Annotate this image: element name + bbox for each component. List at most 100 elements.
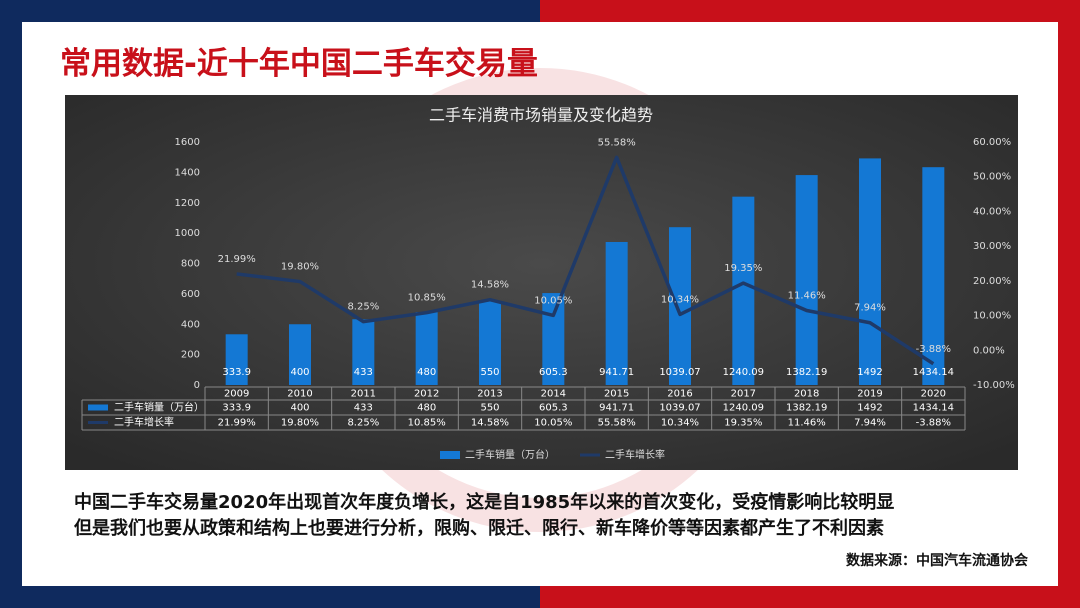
bar [289,324,311,385]
table-cell: 433 [354,403,373,414]
x-tick-label: 2017 [731,389,756,400]
bar [352,319,375,385]
table-cell: 1434.14 [913,403,954,414]
bar [859,158,881,385]
bar [542,293,565,385]
line-value-label: -3.88% [916,344,951,355]
x-tick-label: 2020 [921,389,946,400]
table-cell: 400 [290,403,309,414]
legend-label: 二手车增长率 [605,448,665,461]
x-tick-label: 2012 [414,389,439,400]
x-tick-label: 2015 [604,389,629,400]
y2-tick-label: 10.00% [973,311,1011,322]
bar [479,301,501,385]
bar-value-label: 1434.14 [913,367,954,378]
y-tick-label: 1000 [175,228,200,239]
bar-value-label: 1382.19 [786,367,827,378]
bar [795,175,818,385]
x-tick-label: 2011 [351,389,376,400]
table-cell: 55.58% [598,418,636,429]
table-cell: 10.85% [408,418,446,429]
line-value-label: 19.80% [281,262,319,273]
bar-value-label: 605.3 [539,367,568,378]
table-legend-icon [88,404,108,411]
body-text: 中国二手车交易量2020年出现首次年度负增长，这是自1985年以来的首次变化，受… [74,492,895,513]
table-cell: 1382.19 [786,403,827,414]
y-tick-label: 400 [181,319,200,330]
table-row-label: 二手车增长率 [114,416,174,429]
bar-value-label: 1240.09 [723,367,764,378]
line-value-label: 10.05% [534,295,572,306]
bar-value-label: 480 [417,367,436,378]
table-cell: 550 [480,403,499,414]
x-tick-label: 2016 [667,389,692,400]
bar [415,312,438,385]
x-tick-label: 2009 [224,389,249,400]
bar-value-label: 941.71 [599,367,634,378]
table-cell: 10.05% [534,418,572,429]
bar-value-label: 1039.07 [659,367,700,378]
line-value-label: 11.46% [788,291,826,302]
bar-value-label: 333.9 [222,367,251,378]
y2-tick-label: -10.00% [973,380,1015,391]
table-cell: 605.3 [539,403,568,414]
bar [922,167,945,385]
table-cell: -3.88% [916,418,951,429]
line-value-label: 19.35% [724,263,762,274]
line-value-label: 8.25% [347,302,379,313]
bar [732,196,755,385]
table-cell: 19.80% [281,418,319,429]
y-tick-label: 600 [181,289,200,300]
table-cell: 8.25% [347,418,379,429]
table-cell: 14.58% [471,418,509,429]
x-tick-label: 2018 [794,389,819,400]
y2-tick-label: 50.00% [973,172,1011,183]
y-tick-label: 1200 [175,198,200,209]
line-value-label: 21.99% [218,254,256,265]
bar-value-label: 433 [354,367,373,378]
y-tick-label: 0 [194,380,200,391]
table-cell: 10.34% [661,418,699,429]
table-cell: 1039.07 [659,403,700,414]
table-cell: 1492 [857,403,882,414]
y-tick-label: 800 [181,259,200,270]
table-row-label: 二手车销量（万台） [114,401,204,414]
y2-tick-label: 0.00% [973,345,1005,356]
line-value-label: 10.34% [661,294,699,305]
y-tick-label: 200 [181,350,200,361]
legend-icon [440,451,460,459]
x-tick-label: 2013 [477,389,502,400]
table-cell: 480 [417,403,436,414]
y2-tick-label: 40.00% [973,206,1011,217]
source: 数据来源：中国汽车流通协会 [846,553,1028,569]
bar-value-label: 400 [290,367,309,378]
y2-tick-label: 30.00% [973,241,1011,252]
bar [669,227,691,385]
y-tick-label: 1400 [175,167,200,178]
table-cell: 7.94% [854,418,886,429]
x-tick-label: 2019 [857,389,882,400]
body-text: 但是我们也要从政策和结构上也要进行分析，限购、限迁、限行、新车降价等等因素都产生… [74,518,884,539]
line-value-label: 7.94% [854,303,886,314]
slide-title: 常用数据-近十年中国二手车交易量 [60,46,538,82]
legend-label: 二手车销量（万台） [465,448,555,461]
table-cell: 941.71 [599,403,634,414]
table-cell: 21.99% [218,418,256,429]
table-cell: 11.46% [788,418,826,429]
line-value-label: 10.85% [408,293,446,304]
line [236,155,935,366]
y2-tick-label: 20.00% [973,276,1011,287]
bar [605,241,628,385]
line-value-label: 14.58% [471,280,509,291]
table-cell: 333.9 [222,403,251,414]
bar [225,334,248,385]
table-cell: 1240.09 [723,403,764,414]
chart-title: 二手车消费市场销量及变化趋势 [429,106,653,125]
table-cell: 19.35% [724,418,762,429]
line-value-label: 55.58% [598,137,636,148]
x-tick-label: 2010 [287,389,312,400]
y2-tick-label: 60.00% [973,137,1011,148]
bar-value-label: 550 [480,367,499,378]
bar-value-label: 1492 [857,367,882,378]
